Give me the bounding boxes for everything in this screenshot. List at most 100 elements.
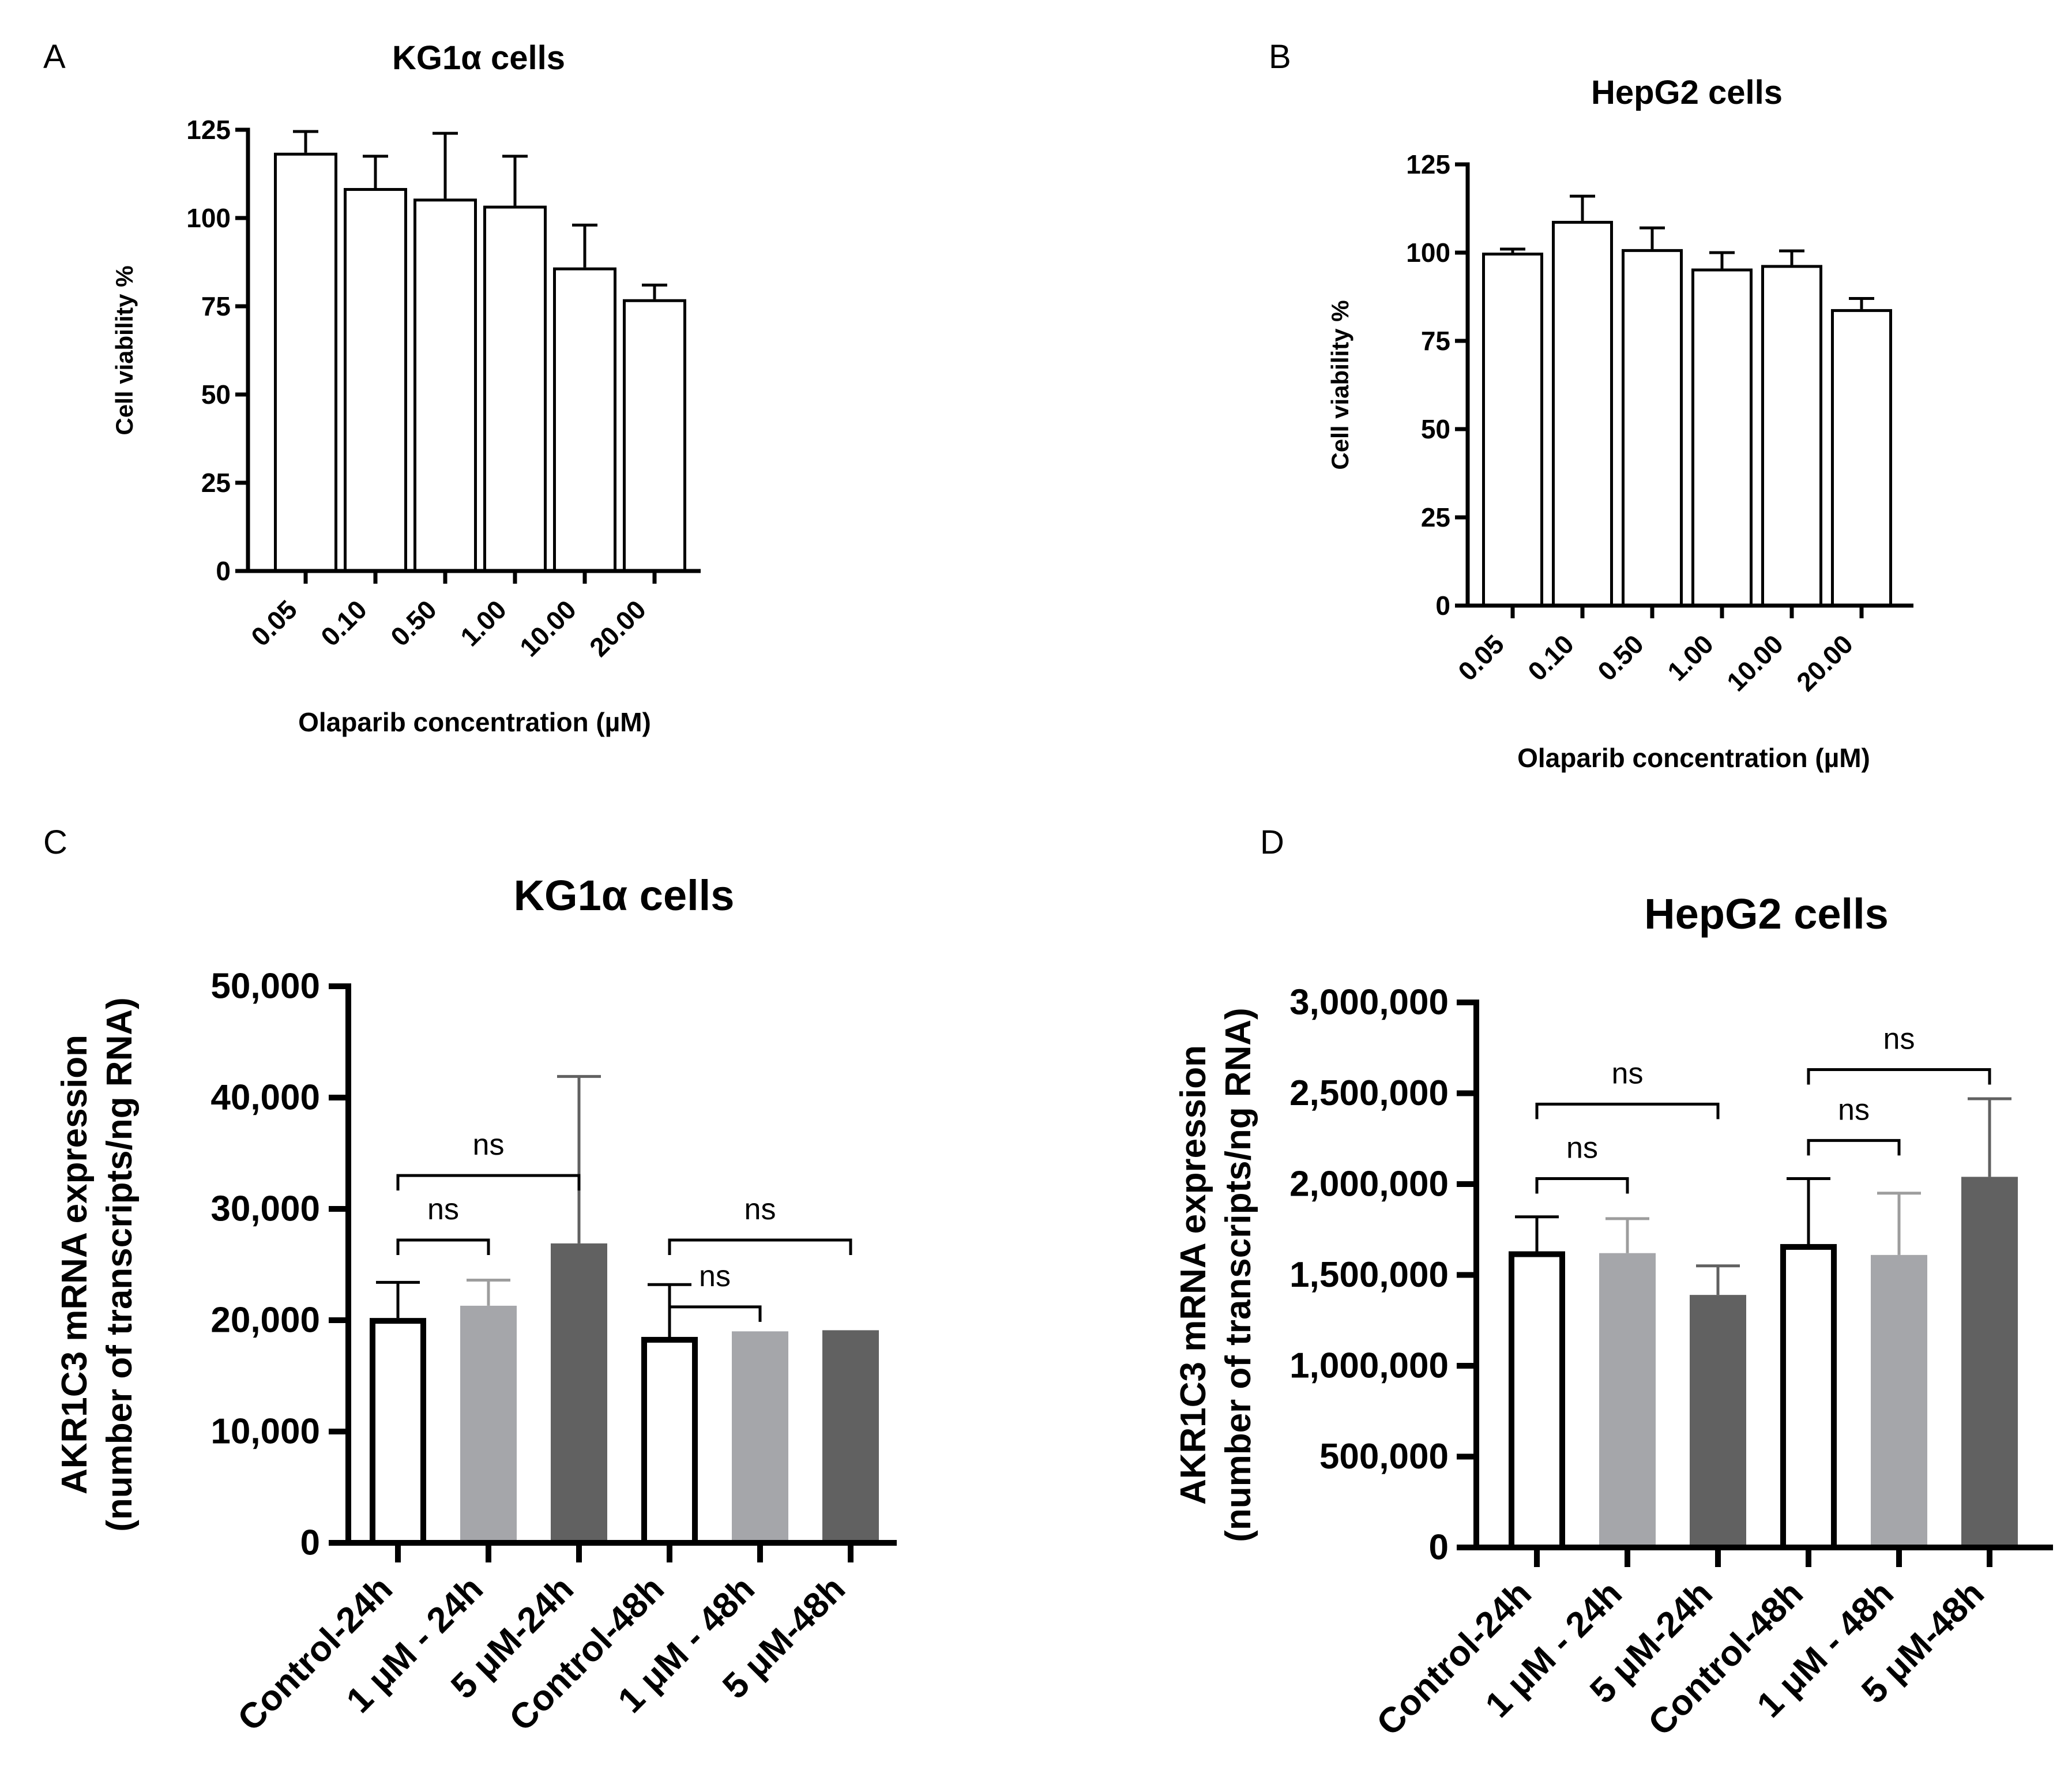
chart-panel-b: B HepG2 cells Cell viability % 0 25 50 75 100 12…: [1269, 38, 1913, 773]
bar: [1961, 1177, 2018, 1547]
x-axis-label: Olaparib concentration (µM): [298, 707, 651, 737]
bar: [1780, 1243, 1837, 1550]
x-tick-label: 20.00: [584, 594, 652, 662]
bar: [1831, 309, 1892, 607]
chart-title: KG1α cells: [514, 871, 735, 919]
bar: [1599, 1253, 1656, 1547]
significance-label: ns: [1883, 1023, 1915, 1056]
panel-letter: D: [1260, 824, 1284, 861]
y-tick-label: 10,000: [210, 1412, 320, 1452]
significance-bracket: [396, 1238, 490, 1256]
significance-label: ns: [745, 1193, 776, 1226]
bar: [641, 1336, 698, 1546]
y-tick-label: 2,000,000: [1289, 1164, 1449, 1204]
chart-title: KG1α cells: [392, 39, 565, 77]
y-tick-label: 125: [1406, 149, 1450, 179]
x-tick-label: 0.50: [385, 594, 442, 652]
panel-letter: C: [43, 824, 67, 861]
bar: [370, 1318, 426, 1546]
y-tick-label: 3,000,000: [1289, 983, 1449, 1023]
panel-letter: B: [1269, 38, 1291, 76]
chart-panel-d: D HepG2 cells AKR1C3 mRNA expression (numbe…: [1174, 824, 2053, 1744]
y-tick-label: 40,000: [210, 1078, 320, 1118]
x-tick-label: 20.00: [1791, 629, 1859, 697]
y-tick-label: 30,000: [210, 1189, 320, 1229]
bar: [413, 198, 477, 573]
y-tick-label: 25: [201, 468, 231, 498]
bar: [623, 299, 686, 573]
y-tick-label: 500,000: [1319, 1437, 1449, 1477]
y-tick-label: 2,500,000: [1289, 1073, 1449, 1113]
significance-label: ns: [699, 1260, 731, 1293]
bar: [1761, 265, 1822, 607]
bar: [1690, 1295, 1746, 1547]
significance-bracket: [668, 1238, 852, 1256]
bar: [344, 187, 407, 573]
x-tick-label: 0.05: [1452, 629, 1510, 686]
y-axis-label: Cell viability %: [1326, 300, 1353, 469]
y-tick-label: 20,000: [210, 1301, 320, 1340]
y-tick-label: 100: [186, 203, 231, 233]
x-tick-label: 0.10: [315, 594, 373, 652]
significance-label: ns: [427, 1193, 459, 1226]
y-tick-label: 50: [1421, 414, 1450, 444]
y-axis-label: Cell viability %: [111, 265, 138, 435]
y-tick-label: 25: [1421, 502, 1450, 532]
x-tick-label: 1.00: [454, 594, 512, 652]
bar: [274, 152, 337, 573]
panel-letter: A: [43, 38, 66, 76]
chart-title: HepG2 cells: [1644, 890, 1889, 938]
x-axis-label: Olaparib concentration (µM): [1517, 743, 1870, 773]
significance-label: ns: [473, 1128, 505, 1162]
y-tick-label: 125: [186, 115, 231, 145]
significance-label: ns: [1838, 1093, 1870, 1126]
significance-bracket: [1807, 1068, 1991, 1085]
bar: [1871, 1254, 1927, 1547]
y-axis-label: AKR1C3 mRNA expression: [55, 1035, 95, 1494]
bar: [1482, 253, 1543, 607]
bar: [1622, 249, 1683, 607]
x-tick-label: 0.10: [1522, 629, 1580, 686]
chart-panel-a: A KG1α cells Cell viability % 0 25 50 75 100 125…: [43, 38, 701, 737]
y-tick-label: 0: [1429, 1528, 1449, 1568]
significance-label: ns: [1566, 1132, 1598, 1165]
significance-bracket: [1535, 1177, 1629, 1194]
significance-bracket: [668, 1305, 762, 1322]
significance-label: ns: [1612, 1057, 1644, 1090]
significance-bracket: [1535, 1102, 1720, 1119]
x-tick-label: Control-24h: [1369, 1573, 1539, 1744]
x-tick-label: 0.05: [245, 594, 303, 652]
y-axis-label: (number of transcripts/ng RNA): [1219, 1008, 1258, 1542]
x-tick-label: Control-24h: [230, 1569, 400, 1739]
x-tick-label: 1.00: [1661, 629, 1719, 686]
bar: [822, 1330, 879, 1543]
y-tick-label: 100: [1406, 238, 1450, 268]
y-axis-label: (number of transcripts/ng RNA): [100, 997, 140, 1532]
bar: [483, 205, 547, 573]
bar: [1552, 220, 1613, 607]
y-tick-label: 1,500,000: [1289, 1255, 1449, 1295]
bar: [1691, 268, 1753, 607]
bar: [553, 267, 616, 573]
y-axis-label: AKR1C3 mRNA expression: [1174, 1045, 1213, 1505]
y-tick-label: 0: [216, 556, 231, 586]
chart-panel-c: C KG1α cells AKR1C3 mRNA expression (number…: [43, 824, 897, 1739]
bar: [1509, 1251, 1565, 1551]
bar: [460, 1305, 517, 1543]
y-tick-label: 0: [1435, 591, 1450, 621]
y-tick-label: 50: [201, 380, 231, 410]
y-tick-label: 1,000,000: [1289, 1346, 1449, 1386]
bar: [551, 1243, 607, 1543]
y-tick-label: 0: [300, 1523, 320, 1563]
chart-title: HepG2 cells: [1591, 74, 1783, 111]
y-tick-label: 75: [201, 291, 231, 321]
bar: [732, 1331, 788, 1543]
x-tick-label: 0.50: [1592, 629, 1649, 686]
y-tick-label: 50,000: [210, 967, 320, 1006]
x-tick-label: 10.00: [514, 594, 582, 662]
y-tick-label: 75: [1421, 326, 1450, 356]
significance-bracket: [396, 1174, 581, 1191]
x-tick-label: 10.00: [1721, 629, 1789, 697]
significance-bracket: [1807, 1139, 1901, 1156]
